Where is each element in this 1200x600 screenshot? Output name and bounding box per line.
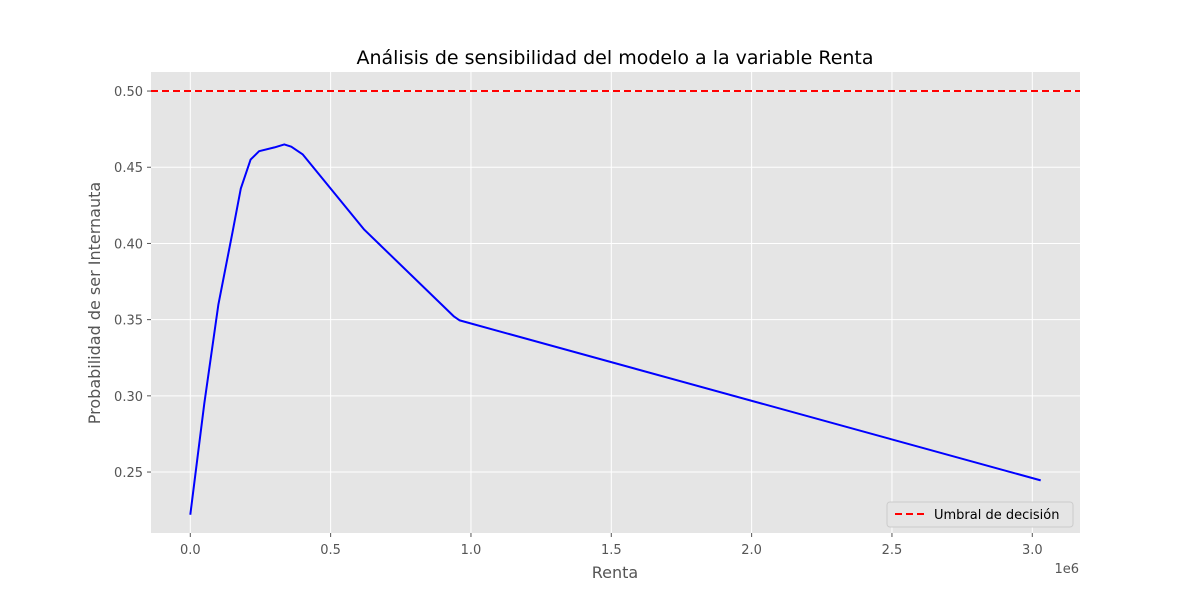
y-tick-label: 0.45	[114, 161, 143, 176]
grid-lines	[151, 72, 1080, 533]
x-axis-label: Renta	[592, 563, 638, 582]
plot-area	[151, 72, 1080, 533]
y-tick-label: 0.30	[114, 390, 143, 405]
y-tick-label: 0.25	[114, 466, 143, 481]
x-axis-ticks: 0.0 0.5 1.0 1.5 2.0 2.5 3.0	[180, 533, 1043, 558]
x-tick-label: 1.0	[461, 543, 482, 558]
series-layer	[189, 143, 1041, 515]
x-tick-label: 2.5	[882, 543, 903, 558]
x-tick-label: 3.0	[1022, 543, 1043, 558]
series-line	[189, 143, 1041, 515]
y-tick-label: 0.50	[114, 85, 143, 100]
x-axis-offset-label: 1e6	[1054, 562, 1079, 577]
y-tick-label: 0.40	[114, 237, 143, 252]
x-tick-label: 1.5	[601, 543, 622, 558]
x-tick-label: 2.0	[741, 543, 762, 558]
y-axis-label: Probabilidad de ser Internauta	[85, 182, 104, 424]
y-axis-ticks: 0.25 0.30 0.35 0.40 0.45 0.50	[114, 85, 151, 481]
legend-box	[886, 501, 1074, 528]
legend: Umbral de decisión	[886, 501, 1074, 528]
y-tick-label: 0.35	[114, 314, 143, 329]
chart-title: Análisis de sensibilidad del modelo a la…	[356, 47, 873, 69]
x-tick-label: 0.0	[180, 543, 201, 558]
x-tick-label: 0.5	[320, 543, 341, 558]
legend-label: Umbral de decisión	[934, 508, 1059, 523]
